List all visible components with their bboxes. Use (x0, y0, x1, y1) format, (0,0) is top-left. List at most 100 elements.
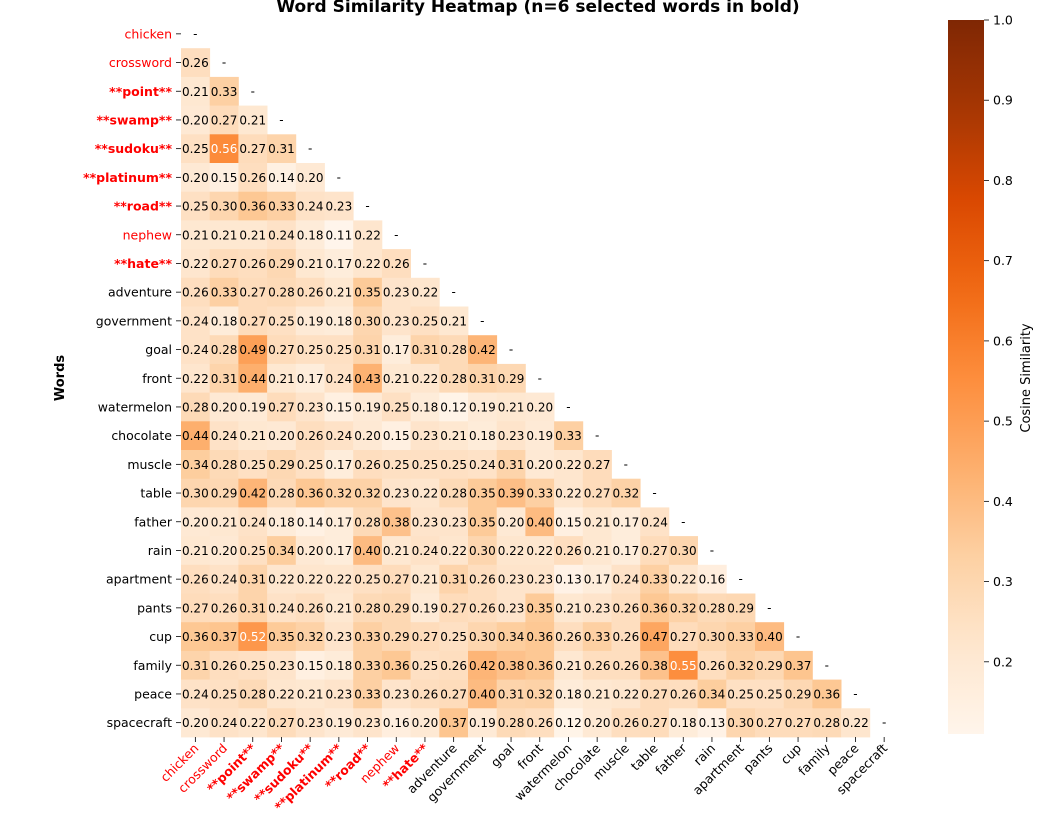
heatmap-cell (841, 708, 871, 738)
cell-value-label: 0.15 (297, 659, 324, 673)
heatmap-cell (324, 478, 354, 508)
heatmap-cell (755, 650, 785, 680)
cell-value-label: 0.31 (239, 601, 266, 615)
cell-value-label: 0.24 (239, 515, 266, 529)
cell-value-label: 0.21 (211, 515, 238, 529)
heatmap-cell (181, 536, 211, 566)
heatmap-cell (611, 622, 641, 652)
cell-value-label: 0.23 (354, 716, 381, 730)
heatmap-cell (238, 708, 268, 738)
cell-value-label: 0.40 (354, 544, 381, 558)
cell-value-label: 0.22 (182, 372, 209, 386)
cell-value-label: 0.21 (182, 85, 209, 99)
heatmap-cell (468, 507, 498, 537)
cell-value-label: 0.24 (182, 687, 209, 701)
heatmap-cell (640, 507, 670, 537)
x-tick-label: father (652, 740, 690, 778)
cell-value-label: 0.29 (756, 659, 783, 673)
y-tick-label: rain (148, 543, 172, 558)
heatmap-cell (554, 622, 584, 652)
cell-value-label: 0.24 (325, 372, 352, 386)
heatmap-cell (582, 536, 612, 566)
heatmap-cell (496, 450, 526, 480)
diagonal-label: - (738, 572, 742, 586)
cell-value-label: 0.42 (469, 343, 496, 357)
heatmap-cell (324, 593, 354, 623)
cell-value-label: 0.22 (182, 257, 209, 271)
cell-value-label: 0.27 (670, 630, 697, 644)
cell-value-label: 0.23 (383, 487, 410, 501)
diagonal-label: - (710, 543, 714, 557)
cell-value-label: 0.15 (555, 515, 582, 529)
cell-value-label: 0.29 (498, 372, 525, 386)
cell-value-label: 0.33 (211, 286, 238, 300)
heatmap-cell (324, 392, 354, 422)
cell-value-label: 0.29 (383, 630, 410, 644)
cell-value-label: 0.20 (297, 171, 324, 185)
heatmap-cell (668, 679, 698, 709)
cell-value-label: 0.25 (440, 458, 467, 472)
heatmap-cell (812, 679, 842, 709)
cell-value-label: 0.25 (412, 458, 439, 472)
diagonal-label: - (509, 343, 513, 357)
heatmap-cell (439, 450, 469, 480)
heatmap-cell (468, 650, 498, 680)
cell-value-label: 0.40 (526, 515, 553, 529)
colorbar-label: Cosine Similarity (1019, 323, 1034, 433)
cell-value-label: 0.34 (498, 630, 525, 644)
diagonal-label: - (681, 515, 685, 529)
cell-value-label: 0.28 (354, 515, 381, 529)
heatmap-cell (295, 220, 325, 250)
cell-value-label: 0.35 (268, 630, 295, 644)
cell-value-label: 0.27 (785, 716, 812, 730)
cell-value-label: 0.20 (182, 716, 209, 730)
heatmap-cell (468, 536, 498, 566)
cell-value-label: 0.26 (612, 630, 639, 644)
y-tick-label: **point** (109, 84, 172, 99)
cell-value-label: 0.22 (297, 573, 324, 587)
heatmap-cell (181, 163, 211, 193)
heatmap-cell (582, 650, 612, 680)
cell-value-label: 0.22 (670, 573, 697, 587)
cell-value-label: 0.33 (354, 687, 381, 701)
cell-value-label: 0.20 (182, 171, 209, 185)
cell-value-label: 0.29 (211, 487, 238, 501)
cell-value-label: 0.25 (297, 343, 324, 357)
cell-value-label: 0.21 (239, 228, 266, 242)
heatmap-cell (209, 335, 239, 365)
heatmap-cell (209, 220, 239, 250)
heatmap-cell (582, 622, 612, 652)
heatmap-cell (267, 507, 297, 537)
cell-value-label: 0.22 (842, 716, 869, 730)
heatmap-cell (238, 134, 268, 164)
heatmap-cell (209, 249, 239, 279)
heatmap-cell (410, 421, 440, 451)
heatmap-cell (209, 191, 239, 221)
cell-value-label: 0.29 (383, 601, 410, 615)
cell-value-label: 0.44 (239, 372, 266, 386)
cell-value-label: 0.35 (469, 487, 496, 501)
cell-value-label: 0.38 (383, 515, 410, 529)
cell-value-label: 0.19 (239, 400, 266, 414)
heatmap-cell (209, 679, 239, 709)
cell-value-label: 0.26 (612, 659, 639, 673)
heatmap-cell (238, 363, 268, 393)
heatmap-cell (381, 564, 411, 594)
y-tick-label: family (133, 658, 172, 673)
cell-value-label: 0.52 (239, 630, 266, 644)
cell-value-label: 0.18 (211, 314, 238, 328)
heatmap-cell (554, 593, 584, 623)
heatmap-cell (468, 564, 498, 594)
cell-value-label: 0.30 (211, 200, 238, 214)
cell-value-label: 0.31 (469, 372, 496, 386)
heatmap-cell (668, 650, 698, 680)
heatmap-cell (267, 134, 297, 164)
cell-value-label: 0.12 (555, 716, 582, 730)
heatmap-cell (496, 622, 526, 652)
heatmap-cell (238, 679, 268, 709)
y-axis-label: Words (53, 355, 68, 402)
y-tick-labels: chicken crossword **point** **swamp** **sudo… (83, 26, 181, 730)
heatmap-cell (755, 708, 785, 738)
heatmap-cell (295, 650, 325, 680)
cell-value-label: 0.20 (354, 429, 381, 443)
